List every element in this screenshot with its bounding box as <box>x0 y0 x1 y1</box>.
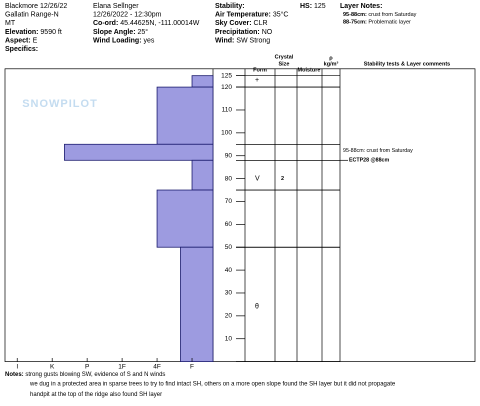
header-field: Blackmore 12/26/22 <box>5 3 67 10</box>
field-label: HS: <box>300 3 314 10</box>
field-label: Stability: <box>215 3 245 10</box>
x-tick-label: F <box>190 364 194 371</box>
field-value: Gallatin Range-N <box>5 11 59 18</box>
hardness-bar <box>156 189 214 248</box>
logo: SNOWPILOT <box>22 98 98 110</box>
note-line: we dug in a protected area in sparse tre… <box>29 382 396 388</box>
column-header: Crystal <box>275 54 294 60</box>
header-field: Co-ord: 45.44625N, -111.00014W <box>93 20 200 27</box>
header-field: Elevation: 9590 ft <box>5 29 62 36</box>
field-label: Elevation: <box>5 29 40 36</box>
note-line: handpit at the top of the ridge also fou… <box>30 392 162 398</box>
header-field: Precipitation: NO <box>215 29 273 36</box>
frame <box>4 68 476 362</box>
layer-note: 88-75cm: Problematic layer <box>343 20 411 26</box>
column-header: Moisture <box>298 67 321 73</box>
hardness-bar <box>156 86 214 145</box>
header-field: Stability: <box>215 3 245 10</box>
header-field: Specifics: <box>5 46 38 53</box>
hardness-bar <box>191 75 214 88</box>
x-tick-label: K <box>50 364 55 371</box>
notes-label: Notes: <box>5 372 25 378</box>
field-label: Aspect: <box>5 37 33 44</box>
header-field: Wind: SW Strong <box>215 37 270 44</box>
field-value: 45.44625N, -111.00014W <box>120 20 200 27</box>
column-header: Size <box>278 61 289 67</box>
header-field: Gallatin Range-N <box>5 11 59 18</box>
field-value: Elana Sellnger <box>93 3 139 10</box>
x-tick-label: 4F <box>153 364 161 371</box>
field-value: SW Strong <box>236 37 270 44</box>
note-line: strong gusts blowing SW, evidence of S a… <box>25 372 165 378</box>
grain-size: 2 <box>281 176 284 182</box>
field-label: Co-ord: <box>93 20 120 27</box>
layer-notes-title: Layer Notes: <box>340 3 382 10</box>
grain-form: + <box>255 77 259 84</box>
header-field: Wind Loading: yes <box>93 37 155 44</box>
y-tick-label: 125 <box>221 72 232 79</box>
hardness-bar <box>180 246 214 363</box>
y-tick-label: 110 <box>222 107 233 114</box>
hardness-bar <box>191 159 214 191</box>
header-field: Aspect: E <box>5 37 38 44</box>
column-header: Stability tests & Layer comments <box>364 61 451 67</box>
y-tick-label: 80 <box>225 175 233 182</box>
x-tick-label: I <box>16 364 18 371</box>
note-range: 88-75cm: <box>343 20 368 26</box>
header-field: Elana Sellnger <box>93 3 139 10</box>
field-label: Slope Angle: <box>93 29 137 36</box>
y-tick-label: 10 <box>225 335 233 342</box>
note-range: 95-88cm: <box>343 12 368 18</box>
y-tick-label: 90 <box>225 152 233 159</box>
content: Blackmore 12/26/22 Gallatin Range-N MT E… <box>5 3 450 398</box>
header-field: 12/26/2022 - 12:30pm <box>93 11 162 18</box>
y-tick-label: 50 <box>225 244 233 251</box>
field-value: NO <box>262 29 273 36</box>
grain-form: θ <box>255 304 259 311</box>
header-field: Sky Cover: CLR <box>215 20 268 27</box>
y-tick-label: 120 <box>221 84 232 91</box>
field-label: Specifics: <box>5 46 38 53</box>
field-value: MT <box>5 20 16 27</box>
y-tick-label: 60 <box>225 221 233 228</box>
y-tick-label: 30 <box>225 290 233 297</box>
field-value: 35°C <box>273 10 289 18</box>
field-value: Blackmore 12/26/22 <box>5 3 67 10</box>
field-value: 25° <box>137 28 148 36</box>
column-header: Form <box>253 67 267 73</box>
x-tick-label: 1F <box>118 364 126 371</box>
hs: HS: 125 <box>300 3 326 10</box>
y-tick-label: 70 <box>225 198 233 205</box>
field-label: Precipitation: <box>215 29 262 36</box>
field-value: 9590 ft <box>40 29 61 36</box>
field-label: Wind Loading: <box>93 37 143 44</box>
header-field: Air Temperature: 35°C <box>215 10 288 18</box>
note-text: Problematic layer <box>368 20 411 26</box>
field-label: Wind: <box>215 37 236 44</box>
field-label: Air Temperature: <box>215 11 273 18</box>
layer-note: 95-88cm: crust from Saturday <box>343 12 417 18</box>
field-value: 12/26/2022 - 12:30pm <box>93 11 162 18</box>
header-field: Slope Angle: 25° <box>93 28 148 36</box>
layer-comment: 95-88cm: crust from Saturday <box>343 148 413 154</box>
column-header: kg/m³ <box>324 60 339 67</box>
header-field: MT <box>5 20 16 27</box>
field-value: yes <box>143 37 154 44</box>
y-tick-label: 100 <box>221 130 232 137</box>
hardness-bar <box>64 143 214 161</box>
grain-form: V <box>255 175 260 182</box>
column-header: ρ <box>329 55 333 61</box>
field-value: 125 <box>314 3 326 10</box>
y-tick-label: 40 <box>225 267 233 274</box>
y-tick-label: 20 <box>225 313 233 320</box>
x-tick-label: P <box>85 364 89 371</box>
field-label: Sky Cover: <box>215 20 254 27</box>
field-value: E <box>33 37 38 44</box>
layer-comment: ECTP28 @88cm <box>349 158 389 164</box>
field-value: CLR <box>254 20 268 27</box>
notes: Notes: strong gusts blowing SW, evidence… <box>5 372 165 378</box>
note-text: crust from Saturday <box>368 12 416 18</box>
